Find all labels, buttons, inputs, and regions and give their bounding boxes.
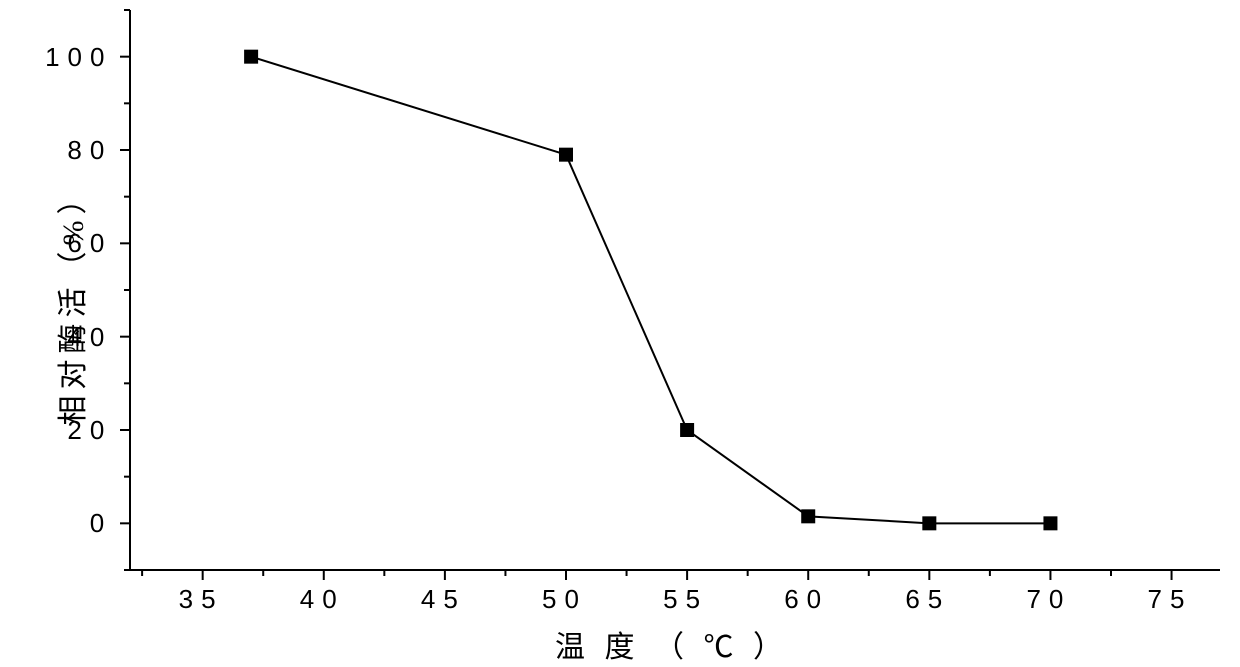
y-tick-label: 40 bbox=[67, 322, 112, 353]
y-tick-label: 0 bbox=[90, 508, 112, 539]
x-tick-label: 50 bbox=[542, 584, 587, 615]
x-tick-label: 70 bbox=[1026, 584, 1071, 615]
chart-svg bbox=[0, 0, 1240, 667]
x-tick-label: 65 bbox=[905, 584, 950, 615]
x-tick-label: 75 bbox=[1148, 584, 1193, 615]
y-tick-label: 80 bbox=[67, 135, 112, 166]
x-tick-label: 55 bbox=[663, 584, 708, 615]
x-tick-label: 35 bbox=[179, 584, 224, 615]
y-tick-label: 100 bbox=[45, 42, 112, 73]
x-tick-label: 60 bbox=[784, 584, 829, 615]
x-axis-label: 温 度 （ ℃ ） bbox=[555, 622, 789, 666]
x-tick-label: 45 bbox=[421, 584, 466, 615]
chart-container: 相对酶活（%） 温 度 （ ℃ ） 35 40 45 50 55 60 65 70 75 0 20 4… bbox=[0, 0, 1240, 667]
y-axis-label: 相对酶活（%） bbox=[48, 172, 92, 432]
y-tick-label: 60 bbox=[67, 228, 112, 259]
x-tick-label: 40 bbox=[300, 584, 345, 615]
y-tick-label: 20 bbox=[67, 415, 112, 446]
